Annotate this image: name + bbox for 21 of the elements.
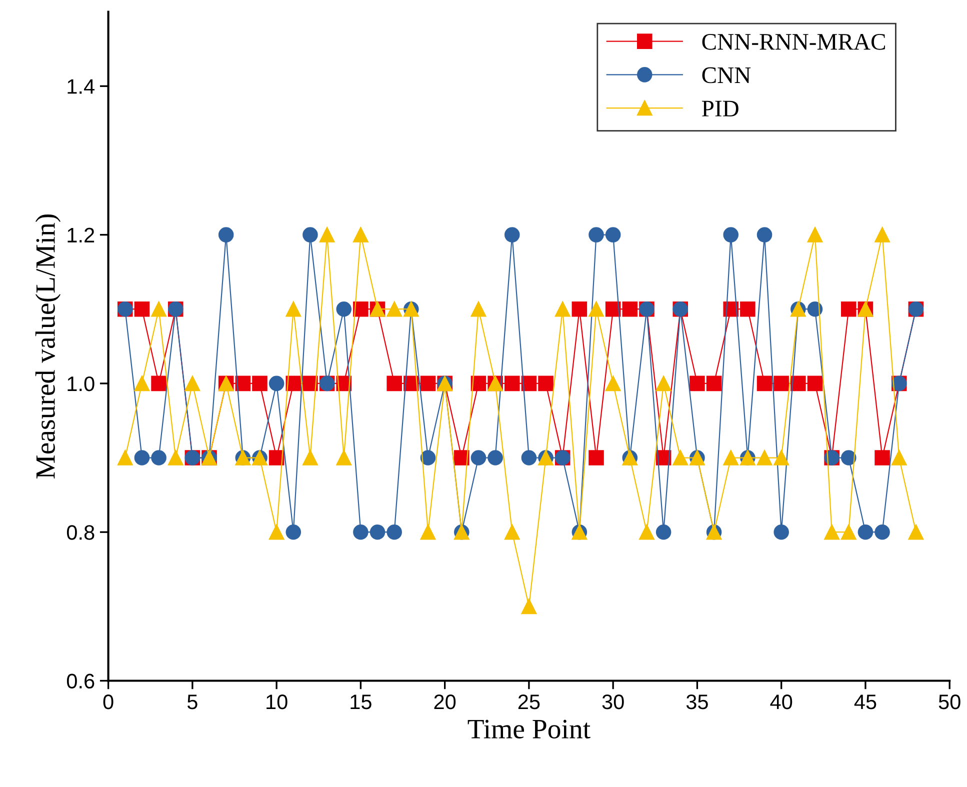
legend-label: CNN xyxy=(702,67,751,84)
x-tick-label: 35 xyxy=(686,694,708,710)
x-axis-title: Time Point xyxy=(468,720,590,738)
x-tick-label: 20 xyxy=(434,694,456,710)
x-tick-label: 30 xyxy=(602,694,624,710)
legend-label: PID xyxy=(702,100,738,116)
x-tick-label: 25 xyxy=(518,694,540,710)
x-tick-label: 15 xyxy=(350,694,372,710)
x-tick-label: 50 xyxy=(938,694,960,710)
x-tick-label: 5 xyxy=(187,694,198,710)
x-tick-label: 40 xyxy=(770,694,792,710)
y-tick-label: 0.8 xyxy=(66,525,94,540)
x-tick-label: 0 xyxy=(103,694,114,710)
x-tick-label: 45 xyxy=(854,694,876,710)
y-tick-label: 1.4 xyxy=(68,79,94,94)
y-tick-label: 1.0 xyxy=(68,376,94,392)
y-axis-title: Measured value(L/Min) xyxy=(35,214,61,479)
legend-label: CNN-RNN-MRAC xyxy=(702,34,885,50)
x-tick-label: 10 xyxy=(266,694,288,710)
y-tick-label: 1.2 xyxy=(68,228,94,242)
y-tick-label: 0.6 xyxy=(66,674,94,689)
